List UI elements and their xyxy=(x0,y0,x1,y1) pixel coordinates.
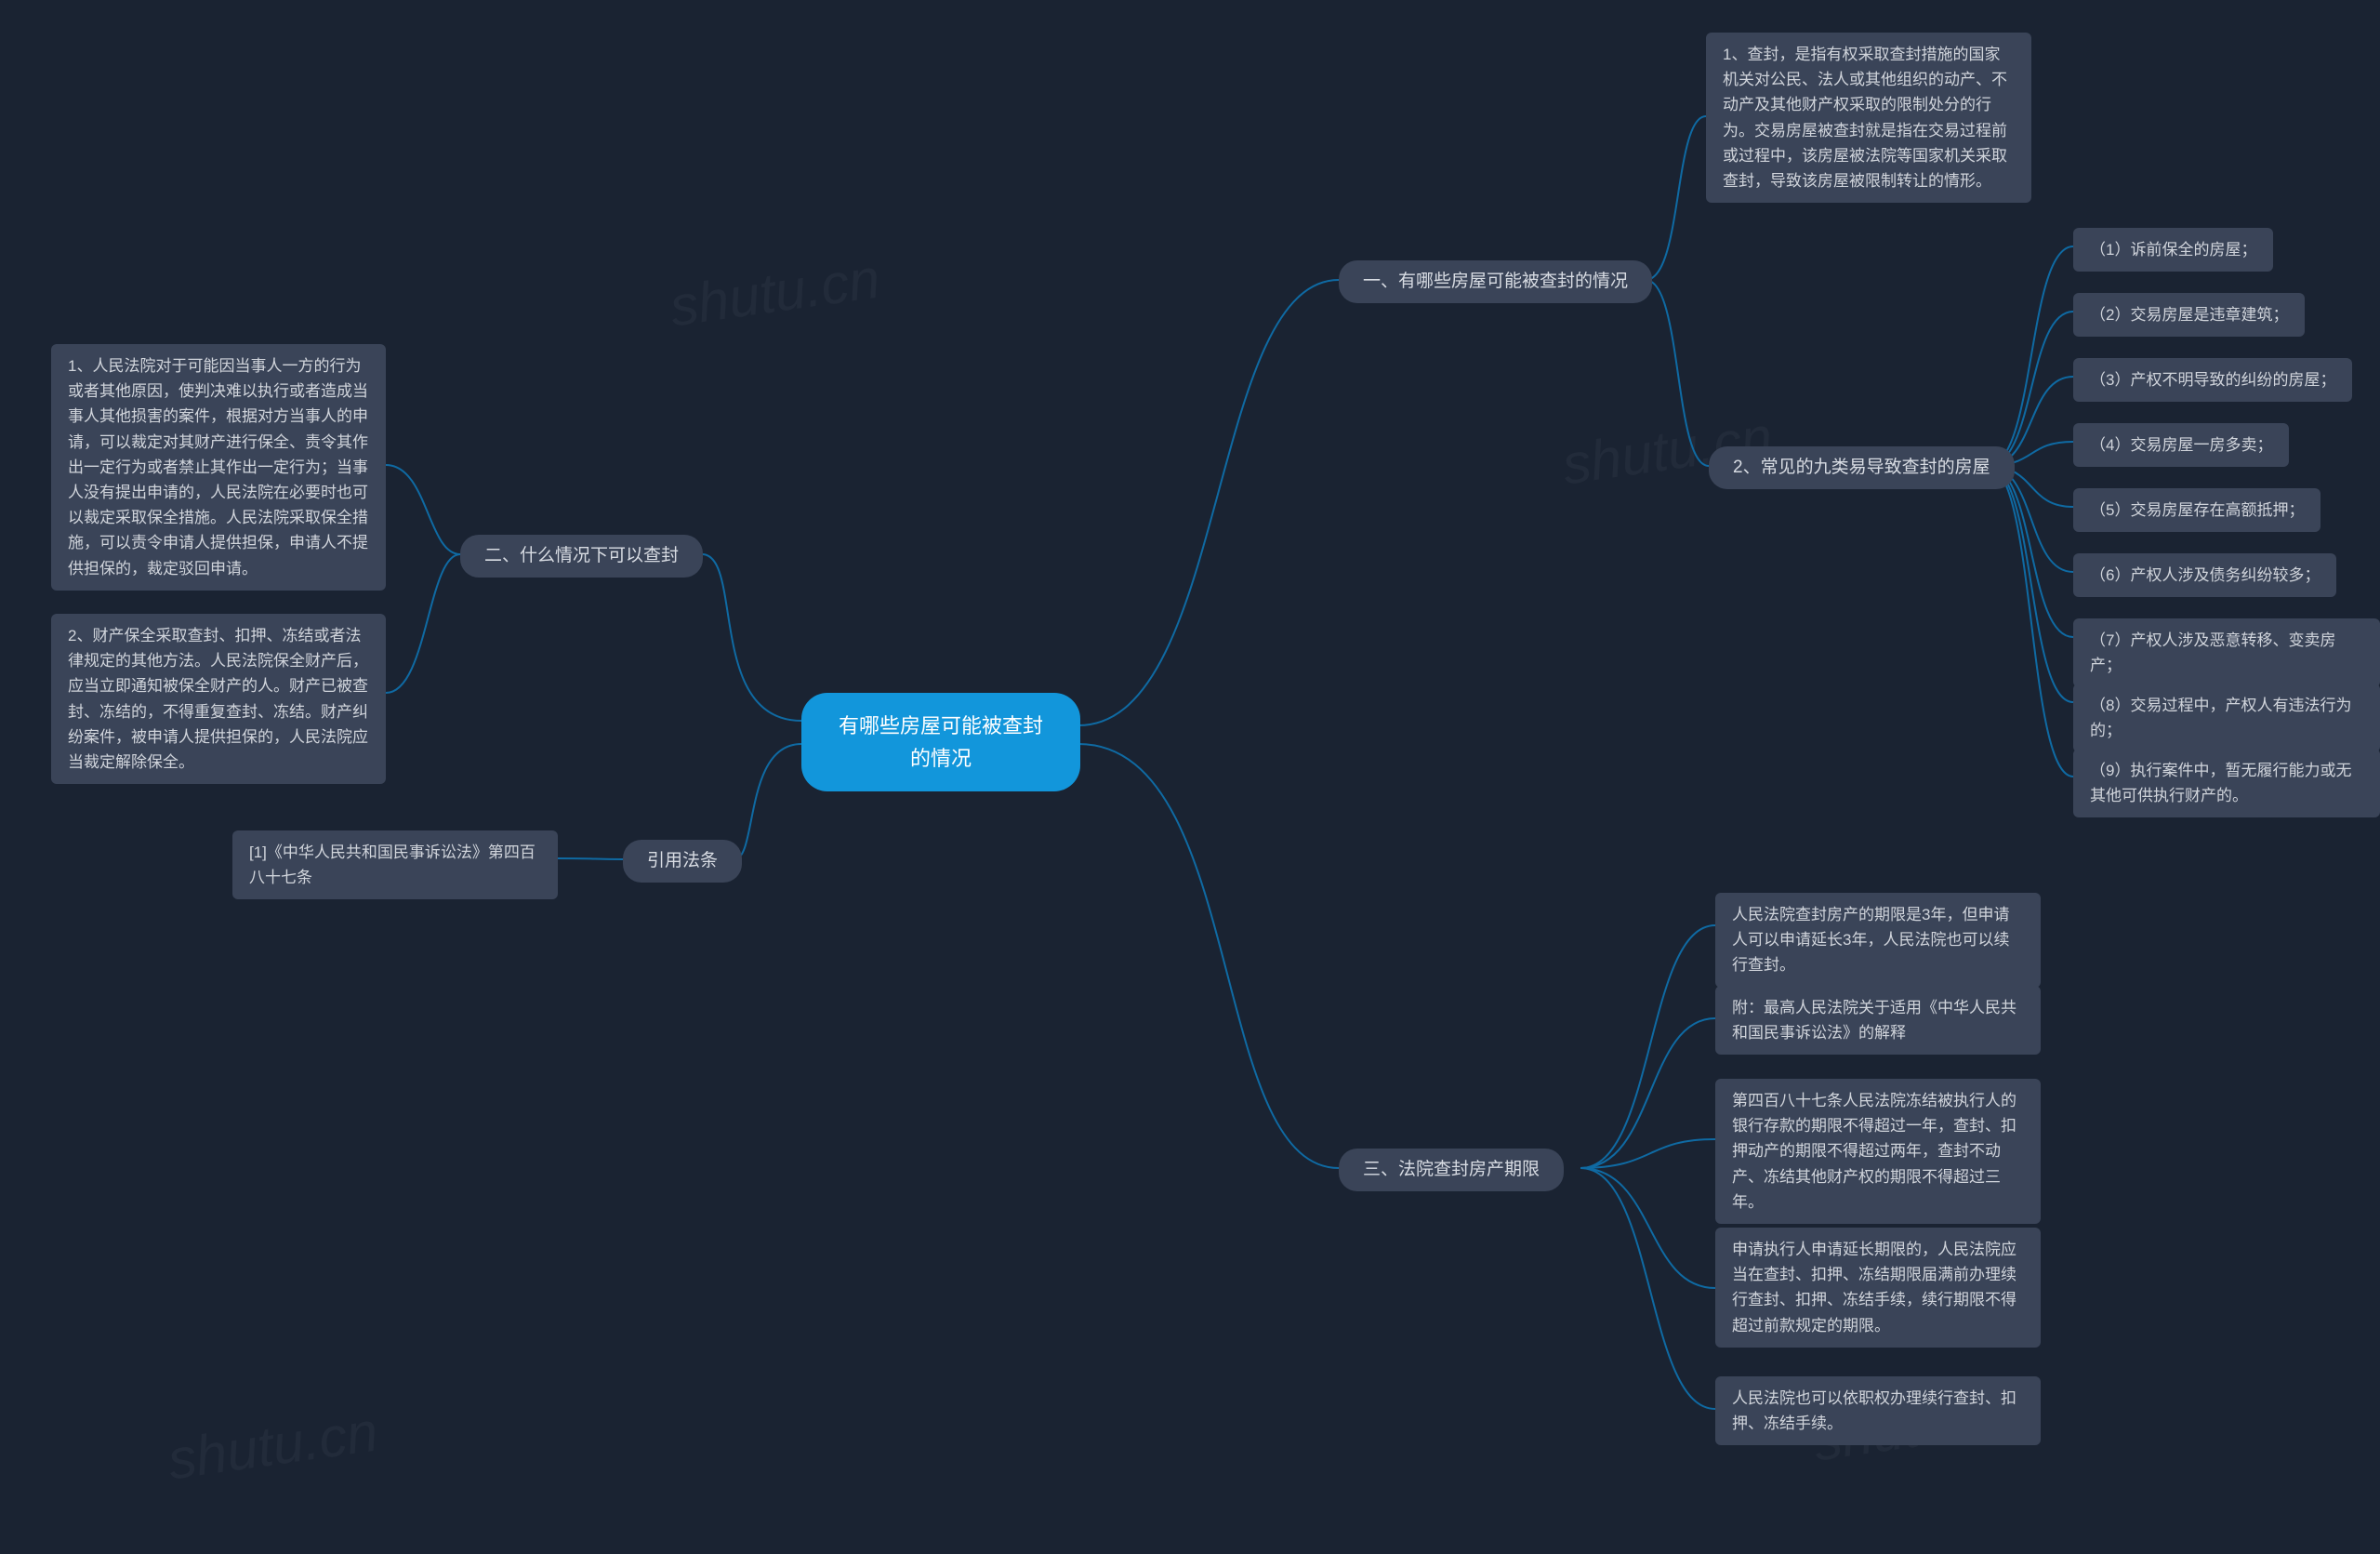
leaf-text: 申请执行人申请延长期限的，人民法院应当在查封、扣押、冻结期限届满前办理续行查封、… xyxy=(1732,1237,2024,1338)
leaf-b3-5[interactable]: 人民法院也可以依职权办理续行查封、扣押、冻结手续。 xyxy=(1715,1376,2041,1445)
leaf-c7[interactable]: （7）产权人涉及恶意转移、变卖房产； xyxy=(2073,618,2380,687)
leaf-text: （8）交易过程中，产权人有违法行为的； xyxy=(2090,693,2363,743)
branch-3[interactable]: 三、法院查封房产期限 xyxy=(1339,1149,1564,1191)
leaf-text: [1]《中华人民共和国民事诉讼法》第四百八十七条 xyxy=(249,840,541,890)
leaf-c6[interactable]: （6）产权人涉及债务纠纷较多； xyxy=(2073,553,2336,597)
leaf-c3[interactable]: （3）产权不明导致的纠纷的房屋； xyxy=(2073,358,2352,402)
leaf-b3-2[interactable]: 附：最高人民法院关于适用《中华人民共和国民事诉讼法》的解释 xyxy=(1715,986,2041,1055)
leaf-text: 2、财产保全采取查封、扣押、冻结或者法律规定的其他方法。人民法院保全财产后，应当… xyxy=(68,623,369,775)
leaf-text: （7）产权人涉及恶意转移、变卖房产； xyxy=(2090,628,2363,678)
leaf-b2-2[interactable]: 2、财产保全采取查封、扣押、冻结或者法律规定的其他方法。人民法院保全财产后，应当… xyxy=(51,614,386,784)
leaf-b1-2[interactable]: 2、常见的九类易导致查封的房屋 xyxy=(1709,446,2015,489)
leaf-text: （6）产权人涉及债务纠纷较多； xyxy=(2090,563,2320,588)
branch-4-label: 引用法条 xyxy=(647,847,718,875)
leaf-text: 人民法院也可以依职权办理续行查封、扣押、冻结手续。 xyxy=(1732,1386,2024,1436)
leaf-c5[interactable]: （5）交易房屋存在高额抵押； xyxy=(2073,488,2320,532)
leaf-text: 1、人民法院对于可能因当事人一方的行为或者其他原因，使判决难以执行或者造成当事人… xyxy=(68,353,369,581)
leaf-text: （3）产权不明导致的纠纷的房屋； xyxy=(2090,367,2335,392)
leaf-b3-4[interactable]: 申请执行人申请延长期限的，人民法院应当在查封、扣押、冻结期限届满前办理续行查封、… xyxy=(1715,1228,2041,1348)
leaf-b3-3[interactable]: 第四百八十七条人民法院冻结被执行人的银行存款的期限不得超过一年，查封、扣押动产的… xyxy=(1715,1079,2041,1224)
branch-1-label: 一、有哪些房屋可能被查封的情况 xyxy=(1363,268,1628,296)
leaf-text: 1、查封，是指有权采取查封措施的国家机关对公民、法人或其他组织的动产、不动产及其… xyxy=(1723,42,2015,193)
mindmap-root[interactable]: 有哪些房屋可能被查封的情况 xyxy=(801,693,1080,791)
watermark: shutu.cn xyxy=(164,1400,381,1493)
leaf-text: 第四百八十七条人民法院冻结被执行人的银行存款的期限不得超过一年，查封、扣押动产的… xyxy=(1732,1088,2024,1215)
leaf-c4[interactable]: （4）交易房屋一房多卖； xyxy=(2073,423,2289,467)
leaf-text: （1）诉前保全的房屋； xyxy=(2090,237,2256,262)
root-label: 有哪些房屋可能被查封的情况 xyxy=(833,710,1049,775)
leaf-text: （9）执行案件中，暂无履行能力或无其他可供执行财产的。 xyxy=(2090,758,2363,808)
branch-1[interactable]: 一、有哪些房屋可能被查封的情况 xyxy=(1339,260,1652,303)
branch-3-label: 三、法院查封房产期限 xyxy=(1363,1156,1540,1184)
watermark: shutu.cn xyxy=(666,246,883,339)
leaf-text: （2）交易房屋是违章建筑； xyxy=(2090,302,2288,327)
branch-4[interactable]: 引用法条 xyxy=(623,840,742,883)
leaf-text: （4）交易房屋一房多卖； xyxy=(2090,432,2272,458)
leaf-c1[interactable]: （1）诉前保全的房屋； xyxy=(2073,228,2273,272)
branch-2[interactable]: 二、什么情况下可以查封 xyxy=(460,535,703,578)
leaf-b3-1[interactable]: 人民法院查封房产的期限是3年，但申请人可以申请延长3年，人民法院也可以续行查封。 xyxy=(1715,893,2041,988)
leaf-text: 附：最高人民法院关于适用《中华人民共和国民事诉讼法》的解释 xyxy=(1732,995,2024,1045)
leaf-c9[interactable]: （9）执行案件中，暂无履行能力或无其他可供执行财产的。 xyxy=(2073,749,2380,817)
leaf-c2[interactable]: （2）交易房屋是违章建筑； xyxy=(2073,293,2305,337)
leaf-c8[interactable]: （8）交易过程中，产权人有违法行为的； xyxy=(2073,684,2380,752)
leaf-text: 人民法院查封房产的期限是3年，但申请人可以申请延长3年，人民法院也可以续行查封。 xyxy=(1732,902,2024,978)
leaf-b4-1[interactable]: [1]《中华人民共和国民事诉讼法》第四百八十七条 xyxy=(232,830,558,899)
leaf-text: （5）交易房屋存在高额抵押； xyxy=(2090,498,2304,523)
leaf-text: 2、常见的九类易导致查封的房屋 xyxy=(1733,454,1990,482)
leaf-b1-1[interactable]: 1、查封，是指有权采取查封措施的国家机关对公民、法人或其他组织的动产、不动产及其… xyxy=(1706,33,2031,203)
branch-2-label: 二、什么情况下可以查封 xyxy=(484,542,679,570)
leaf-b2-1[interactable]: 1、人民法院对于可能因当事人一方的行为或者其他原因，使判决难以执行或者造成当事人… xyxy=(51,344,386,591)
